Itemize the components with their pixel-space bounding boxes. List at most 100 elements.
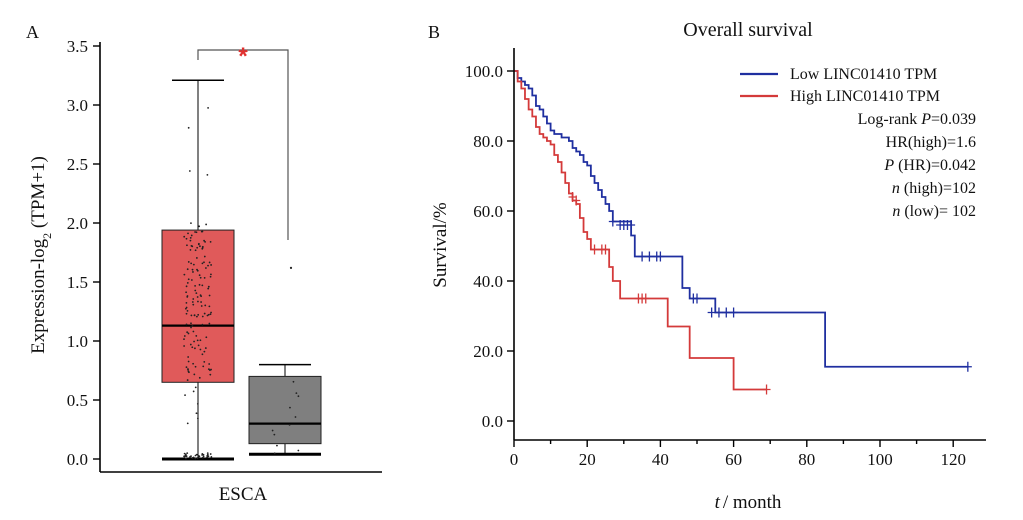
data-point xyxy=(194,284,196,287)
data-point xyxy=(185,291,188,294)
data-point xyxy=(187,332,190,335)
data-point xyxy=(204,304,207,307)
data-point xyxy=(202,365,205,368)
data-point xyxy=(200,301,202,303)
data-point xyxy=(184,394,186,397)
data-point xyxy=(209,373,212,376)
data-point xyxy=(292,380,295,383)
data-point xyxy=(186,268,189,271)
data-point xyxy=(185,237,188,240)
significance-star: * xyxy=(238,43,248,70)
jitter-points xyxy=(271,380,300,455)
data-point xyxy=(200,295,203,298)
data-point xyxy=(271,429,274,432)
data-point xyxy=(210,264,213,266)
data-point xyxy=(187,261,190,263)
censor-mark xyxy=(627,220,636,230)
data-point xyxy=(206,173,209,176)
data-point xyxy=(207,264,209,267)
legend-high-label: High LINC01410 TPM xyxy=(790,88,940,105)
censor-mark xyxy=(707,307,716,318)
data-point xyxy=(196,417,199,420)
stat-hr: HR(high)=1.6 xyxy=(886,134,976,151)
data-point xyxy=(190,326,192,329)
km-plot-b: Overall survival 0 20 40 60 80 100 120 0.0 20.0 4… xyxy=(430,19,986,513)
data-point xyxy=(208,261,211,264)
data-point xyxy=(195,335,198,337)
data-point xyxy=(199,276,202,279)
data-point xyxy=(207,107,209,109)
b-y-tick-label: 40.0 xyxy=(473,272,503,291)
data-point xyxy=(186,379,189,381)
data-point xyxy=(185,457,187,460)
data-point xyxy=(205,336,208,339)
box-tumor xyxy=(161,79,235,461)
data-point xyxy=(187,370,190,373)
data-point xyxy=(186,331,189,334)
data-point xyxy=(202,455,205,458)
censor-mark xyxy=(729,307,738,318)
data-point xyxy=(295,392,298,394)
data-point xyxy=(191,245,194,248)
data-point xyxy=(194,347,196,350)
data-point xyxy=(210,368,212,371)
data-point xyxy=(206,453,209,456)
data-point xyxy=(196,402,199,405)
data-point xyxy=(276,444,278,447)
data-point xyxy=(194,454,197,457)
data-point xyxy=(191,268,194,271)
data-point xyxy=(203,350,206,353)
censor-mark xyxy=(601,244,610,255)
data-point xyxy=(196,268,198,271)
outlier-point xyxy=(289,266,293,269)
data-point xyxy=(199,245,201,248)
data-point xyxy=(207,285,210,288)
stat-n-high: n (high)=102 xyxy=(892,180,976,197)
data-point xyxy=(198,225,201,228)
data-point xyxy=(203,255,206,258)
data-point xyxy=(197,313,200,316)
data-point xyxy=(187,356,190,358)
data-point xyxy=(190,455,192,458)
data-point xyxy=(203,261,205,264)
data-point xyxy=(183,273,186,276)
censor-mark xyxy=(656,251,665,262)
data-point xyxy=(189,236,192,239)
data-point xyxy=(209,313,212,316)
data-point xyxy=(186,244,188,247)
data-point xyxy=(189,239,192,242)
b-x-label: t / month xyxy=(715,492,782,513)
data-point xyxy=(195,231,198,234)
data-point xyxy=(195,453,198,456)
data-point xyxy=(197,242,200,245)
data-point xyxy=(195,315,198,318)
censor-mark xyxy=(638,251,647,262)
box-body xyxy=(161,229,235,383)
data-point xyxy=(208,322,211,325)
censor-mark xyxy=(645,251,654,262)
data-point xyxy=(187,278,190,281)
jitter-points xyxy=(183,107,213,460)
data-point xyxy=(185,323,188,326)
data-point xyxy=(192,263,195,266)
data-point xyxy=(185,302,188,304)
data-point xyxy=(191,301,194,303)
data-point xyxy=(199,348,202,351)
data-point xyxy=(185,312,188,315)
data-point xyxy=(203,312,206,315)
box-body xyxy=(248,375,322,445)
data-point xyxy=(187,360,190,363)
data-point xyxy=(186,422,189,425)
b-y-tick-label: 60.0 xyxy=(473,202,503,221)
data-point xyxy=(191,324,194,327)
censor-mark xyxy=(762,384,771,395)
data-point xyxy=(194,365,197,368)
data-point xyxy=(186,295,189,297)
data-point xyxy=(201,452,204,455)
data-point xyxy=(194,231,196,233)
data-point xyxy=(193,373,196,376)
a-y-tick-label: 2.5 xyxy=(67,155,88,174)
data-point xyxy=(193,340,195,343)
data-point xyxy=(273,452,276,455)
